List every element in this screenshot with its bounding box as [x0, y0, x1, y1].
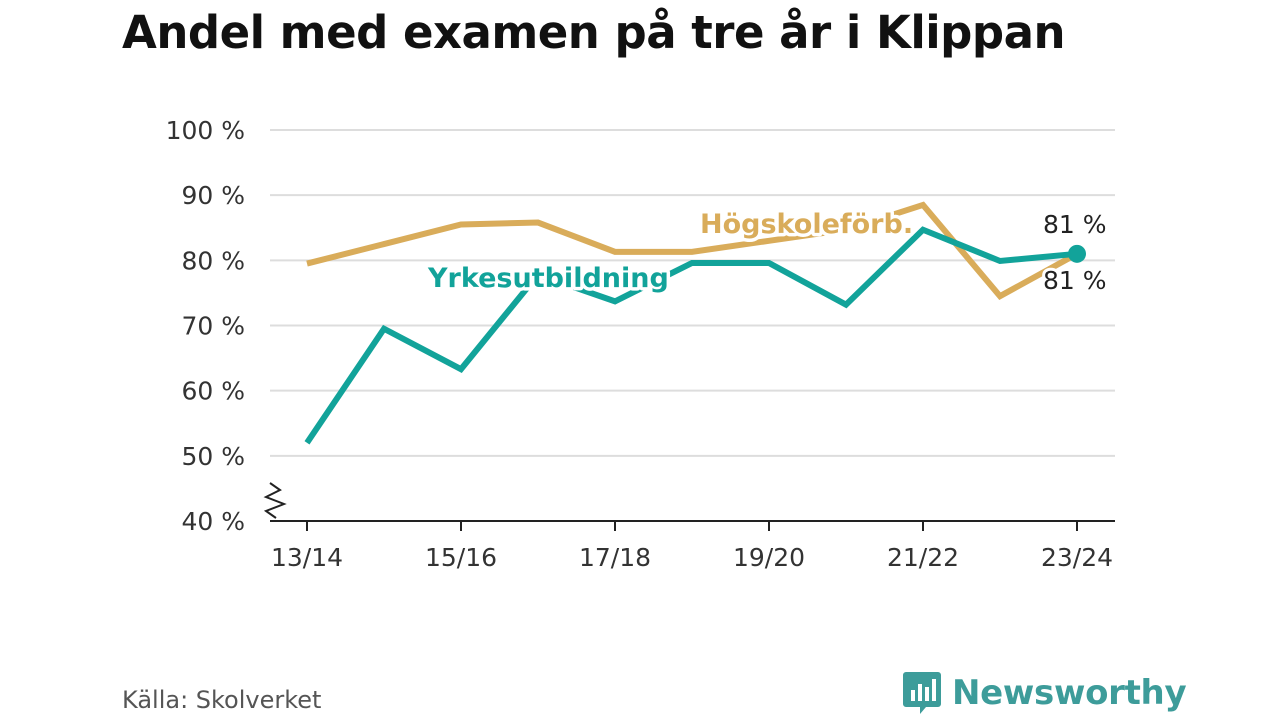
y-tick-label: 50 %	[181, 442, 245, 471]
chart-title: Andel med examen på tre år i Klippan	[122, 6, 1066, 59]
x-tick-label: 15/16	[425, 543, 497, 572]
series-label: Högskoleförb.	[700, 209, 913, 240]
brand-name: Newsworthy	[952, 673, 1187, 713]
end-value-label: 81 %	[1043, 266, 1107, 295]
y-tick-label: 40 %	[181, 507, 245, 536]
y-axis-tick-labels: 40 % 50 % 60 % 70 % 80 % 90 % 100 %	[166, 116, 245, 536]
newsworthy-logo-icon	[903, 672, 941, 714]
gridlines	[270, 129, 1115, 457]
series-end-marker	[1068, 244, 1086, 263]
brand-logo: Newsworthy	[902, 670, 1187, 716]
x-tick-label: 17/18	[579, 543, 651, 572]
series-labels: Högskoleförb. Yrkesutbildning 81 % 81 %	[424, 206, 1110, 299]
x-tick-label: 23/24	[1041, 543, 1113, 572]
series-line	[306, 201, 1079, 300]
series-label: Yrkesutbildning	[427, 263, 669, 294]
y-tick-label: 100 %	[166, 116, 245, 145]
y-tick-label: 60 %	[181, 377, 245, 406]
y-tick-label: 90 %	[181, 181, 245, 210]
series-line	[304, 226, 1078, 445]
x-tick-label: 19/20	[733, 543, 805, 572]
y-tick-label: 80 %	[181, 246, 245, 275]
x-axis: 13/14 15/16 17/18 19/20 21/22 23/24	[263, 482, 1115, 572]
x-tick-label: 13/14	[271, 543, 343, 572]
x-tick-label: 21/22	[887, 543, 959, 572]
source-note: Källa: Skolverket	[122, 686, 322, 714]
axis-break-icon	[263, 482, 287, 519]
series-lines	[304, 201, 1086, 445]
end-value-label: 81 %	[1043, 210, 1107, 239]
y-tick-label: 70 %	[181, 312, 245, 341]
